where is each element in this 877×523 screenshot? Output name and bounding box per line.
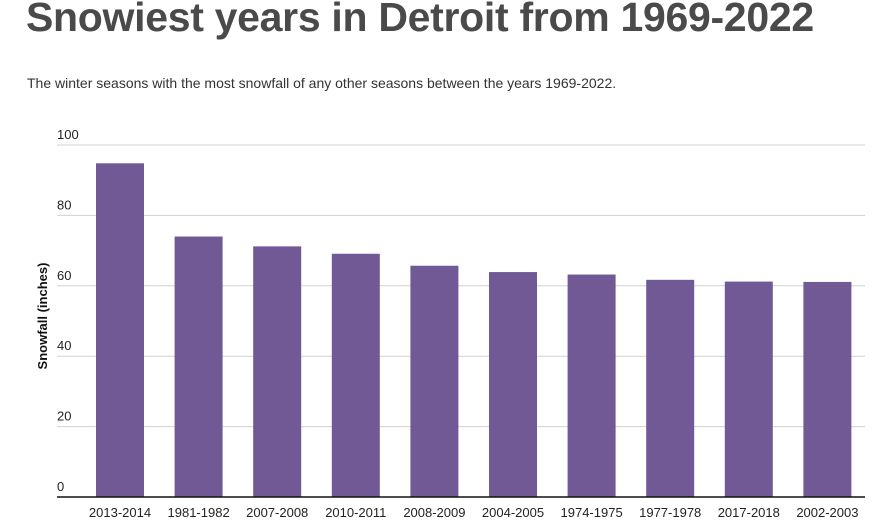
chart-title: Snowiest years in Detroit from 1969-2022	[26, 0, 814, 40]
bar-2013-2014	[96, 163, 144, 497]
chart-subtitle: The winter seasons with the most snowfal…	[27, 75, 617, 91]
y-tick-label-0: 0	[57, 479, 64, 494]
bar-1974-1975	[567, 274, 616, 497]
y-tick-label-100: 100	[57, 127, 79, 142]
y-axis-label: Snowfall (inches)	[35, 263, 50, 370]
x-tick-label-1981-1982: 1981-1982	[168, 505, 230, 520]
x-tick-label-1977-1978: 1977-1978	[639, 505, 701, 520]
x-tick-label-2008-2009: 2008-2009	[403, 505, 465, 520]
x-tick-label-2017-2018: 2017-2018	[718, 505, 780, 520]
bar-2002-2003	[803, 281, 852, 497]
y-tick-label-80: 80	[57, 197, 71, 212]
bars	[96, 163, 852, 497]
bar-1981-1982	[174, 236, 223, 497]
bar-2017-2018	[724, 281, 773, 497]
bar-1977-1978	[646, 279, 695, 497]
bar-2004-2005	[489, 272, 537, 497]
y-tick-label-40: 40	[57, 338, 71, 353]
x-axis-ticks: 2013-2014 1981-1982 2007-2008 2010-2011 2008…	[89, 505, 859, 520]
y-axis-ticks: 0 20 40 60 80 100	[57, 127, 79, 494]
y-tick-label-60: 60	[57, 268, 71, 283]
bar-2008-2009	[410, 265, 459, 497]
x-tick-label-2002-2003: 2002-2003	[796, 505, 858, 520]
x-tick-label-2010-2011: 2010-2011	[325, 505, 386, 520]
x-tick-label-1974-1975: 1974-1975	[561, 505, 623, 520]
x-tick-label-2007-2008: 2007-2008	[246, 505, 308, 520]
bar-2007-2008	[253, 246, 302, 497]
y-tick-label-20: 20	[57, 409, 71, 424]
x-tick-label-2004-2005: 2004-2005	[482, 505, 544, 520]
x-tick-label-2013-2014: 2013-2014	[89, 505, 151, 520]
bar-2010-2011	[331, 253, 380, 497]
